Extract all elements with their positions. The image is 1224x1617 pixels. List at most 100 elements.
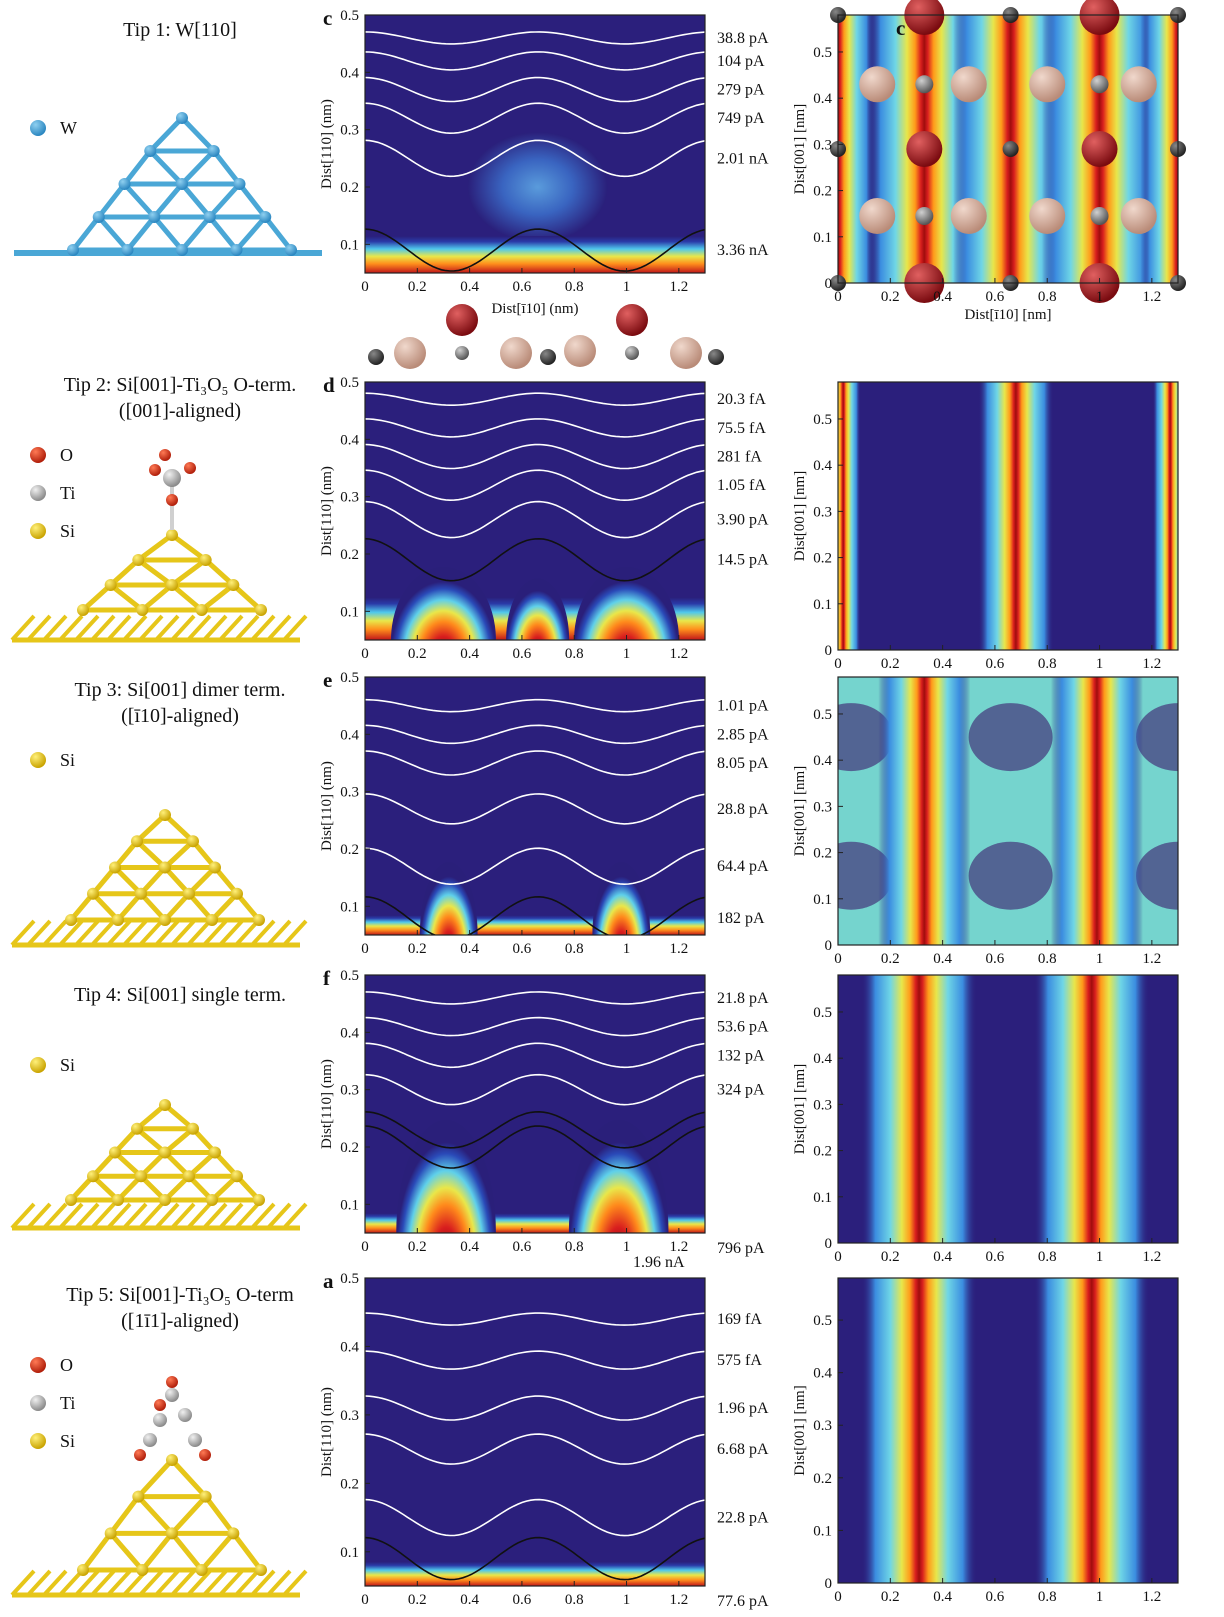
bond: [154, 919, 180, 947]
x-tick-label: 1.2: [669, 941, 688, 957]
bond: [250, 1569, 276, 1597]
legend-label: Ti: [60, 483, 75, 503]
plot-frame: [837, 676, 1179, 946]
bond: [106, 1202, 132, 1230]
atom: [1079, 0, 1120, 35]
bond: [282, 919, 308, 947]
legend-marker: [30, 447, 46, 463]
atom: [136, 1564, 149, 1576]
y-tick-label: 0.5: [813, 1313, 832, 1329]
x-tick-label: 0: [834, 656, 842, 672]
x-tick-label: 0.6: [513, 1239, 532, 1255]
y-tick-label: 0.1: [813, 230, 832, 246]
atom: [166, 1527, 178, 1540]
tip-panel: Tip 2: Si[001]-Ti₃O₅ O-term. ([001]-align…: [30, 374, 296, 541]
atom: [255, 604, 267, 616]
bond: [108, 558, 141, 587]
bond: [180, 116, 216, 153]
legend-label: Ti: [60, 1393, 75, 1413]
x-tick-label: 0.4: [933, 1249, 952, 1265]
bond: [180, 149, 216, 186]
x-tick-label: 1.2: [669, 1239, 688, 1255]
heat-stripe: [861, 1278, 977, 1583]
contour-label: 279 pA: [717, 82, 765, 99]
contour-label: 22.8 pA: [717, 1510, 769, 1527]
atom: [540, 349, 556, 365]
bond: [125, 215, 157, 252]
atom: [206, 914, 218, 926]
cross-section-plot: 38.8 pA 104 pA 279 pA 749 pA 2.01 nA 3.36 nA 0…: [319, 6, 769, 317]
atom: [183, 1170, 195, 1183]
hot-spot: [391, 566, 496, 640]
contour-label: 2.01 nA: [717, 150, 769, 167]
atom: [199, 1449, 211, 1461]
y-tick-label: 0.3: [813, 1097, 832, 1113]
bond: [203, 1495, 236, 1535]
atom: [153, 1413, 167, 1427]
x-tick-label: 0.6: [513, 646, 532, 662]
atom: [87, 1170, 99, 1183]
atom: [166, 1454, 178, 1466]
plot-background: [365, 677, 705, 935]
cross-section-plot: 169 fA 575 fA 1.96 pA 6.68 pA 22.8 pA 77.6 pA…: [319, 1269, 769, 1610]
tip-panel: Tip 5: Si[001]-Ti₃O₅ O-term ([1ī1]-aligne…: [30, 1284, 294, 1451]
x-tick-label: 0.4: [460, 1239, 479, 1255]
contour-label: 132 pA: [717, 1047, 765, 1064]
dark-lobe: [968, 841, 1053, 910]
hot-floor: [365, 236, 705, 273]
x-tick-label: 0.2: [408, 279, 427, 295]
atom: [159, 914, 171, 926]
legend-marker: [30, 1433, 46, 1449]
y-tick-label: 0.4: [813, 91, 832, 107]
hot-floor: [365, 915, 705, 935]
bond: [74, 919, 100, 947]
x-tick-label: 0: [361, 646, 369, 662]
bond: [231, 583, 263, 612]
x-tick-label: 0.2: [881, 951, 900, 967]
atom: [176, 244, 188, 256]
bond: [154, 614, 180, 642]
x-tick-label: 0.6: [986, 1589, 1005, 1605]
contour-line: [365, 724, 705, 745]
y-tick-label: 0.5: [813, 1005, 832, 1021]
bond: [138, 1202, 164, 1230]
x-tick-label: 0.2: [881, 656, 900, 672]
x-tick-label: 1.2: [669, 1592, 688, 1608]
atom: [227, 1527, 240, 1540]
atom: [184, 462, 196, 474]
bond: [186, 614, 212, 642]
bond: [152, 215, 184, 252]
bond: [106, 614, 132, 642]
plot-frame: [364, 381, 706, 641]
atom: [285, 244, 297, 256]
bond: [122, 1202, 148, 1230]
x-tick-label: 1.2: [669, 279, 688, 295]
bond: [218, 614, 244, 642]
tip5-structure: [10, 1376, 308, 1598]
atom: [109, 1146, 121, 1159]
y-axis-label: Dist[001] [nm]: [792, 471, 808, 561]
atom: [915, 207, 934, 225]
heat-stripe: [1034, 1278, 1150, 1583]
bond: [266, 1202, 292, 1230]
bond: [154, 1202, 180, 1230]
bond: [26, 1569, 52, 1597]
atom: [77, 604, 89, 616]
atom: [625, 346, 639, 360]
atom: [77, 1564, 89, 1576]
contour-line: [365, 698, 705, 713]
y-tick-label: 0.3: [340, 490, 359, 506]
contour-line: [365, 392, 705, 407]
x-tick-label: 1: [1096, 1589, 1104, 1605]
tip-panel: Tip 1: W[110] W: [30, 19, 237, 138]
contour-label: 1.96 nA: [633, 1254, 685, 1271]
x-tick-label: 0.4: [460, 646, 479, 662]
y-tick-label: 0.5: [340, 1271, 359, 1287]
bond: [96, 182, 127, 219]
bond: [148, 149, 184, 186]
atom: [394, 337, 426, 369]
atom: [159, 1146, 171, 1159]
panel-letter: c: [323, 6, 332, 30]
contour-label: 1.01 pA: [717, 698, 769, 715]
x-tick-label: 0.8: [565, 646, 584, 662]
